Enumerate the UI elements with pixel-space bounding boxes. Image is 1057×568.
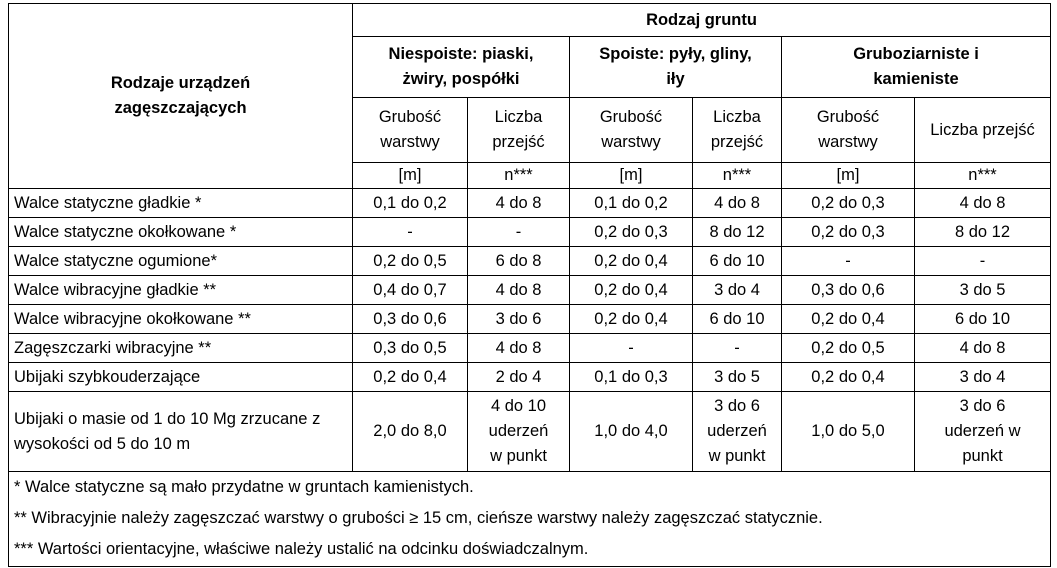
subcolumn-label: Grubość warstwy (781, 97, 915, 163)
table-cell: 4 do 8 (913, 333, 1052, 363)
table-cell: 6 do 10 (692, 304, 782, 334)
table-cell: 0,1 do 0,3 (569, 362, 693, 392)
subcolumn-label: Liczba przejść (467, 97, 570, 163)
subcolumn-label: Grubość warstwy (569, 97, 693, 163)
table-cell: 0,1 do 0,2 (569, 188, 693, 218)
table-row: Walce wibracyjne gładkie ** 0,4 do 0,7 4 d… (8, 275, 1052, 305)
footnote: *** Wartości orientacyjne, właściwe nale… (14, 540, 589, 558)
device-name: Walce wibracyjne okołkowane ** (8, 304, 353, 334)
table-header: Rodzaje urządzeń zagęszczających Rodzaj … (8, 3, 1052, 189)
table-cell: 0,2 do 0,4 (569, 246, 693, 276)
table-cell: 4 do 8 (467, 275, 570, 305)
table-cell: 0,2 do 0,3 (569, 217, 693, 247)
subcolumn-unit: n*** (467, 162, 570, 189)
table-cell: 0,2 do 0,4 (569, 304, 693, 334)
table-cell: 0,2 do 0,4 (781, 362, 915, 392)
group-header: Rodzaj gruntu (351, 3, 1052, 37)
table-cell: 0,2 do 0,4 (569, 275, 693, 305)
table-body: Walce statyczne gładkie * 0,1 do 0,2 4 do … (7, 188, 1052, 567)
table-row: Zagęszczarki wibracyjne ** 0,3 do 0,5 4 do… (8, 333, 1052, 363)
table-cell: 3 do 6 uderzeń w punkt (692, 391, 782, 472)
table-row: Walce wibracyjne okołkowane ** 0,3 do 0,6… (8, 304, 1052, 334)
table-cell: 1,0 do 5,0 (781, 391, 915, 472)
table-cell: 4 do 8 (467, 333, 570, 363)
table-cell: 0,3 do 0,6 (352, 304, 468, 334)
device-name: Walce statyczne gładkie * (8, 188, 353, 218)
table-cell: 4 do 8 (467, 188, 570, 218)
soil-type: Spoiste: pyły, gliny, iły (569, 36, 782, 98)
device-name: Ubijaki o masie od 1 do 10 Mg zrzucane z… (8, 391, 353, 472)
compaction-table: Rodzaje urządzeń zagęszczających Rodzaj … (7, 3, 1052, 567)
table-cell: 4 do 8 (913, 188, 1052, 218)
subcolumn-unit: [m] (781, 162, 915, 189)
table-cell: 3 do 5 (913, 275, 1052, 305)
table-cell: 0,2 do 0,4 (352, 362, 468, 392)
device-name: Walce statyczne ogumione* (8, 246, 353, 276)
subcolumn-label: Grubość warstwy (352, 97, 468, 163)
table-cell: 3 do 4 (913, 362, 1052, 392)
table-cell: 0,2 do 0,4 (781, 304, 915, 334)
table-cell: 3 do 5 (692, 362, 782, 392)
table-row: Walce statyczne ogumione* 0,2 do 0,5 6 do … (8, 246, 1052, 276)
table-cell: 1,0 do 4,0 (569, 391, 693, 472)
table-cell: 0,4 do 0,7 (352, 275, 468, 305)
table-cell: 6 do 8 (467, 246, 570, 276)
table-cell: 3 do 6 uderzeń w punkt (913, 391, 1052, 472)
device-name: Walce wibracyjne gładkie ** (8, 275, 353, 305)
footnote: * Walce statyczne są mało przydatne w gr… (14, 478, 474, 496)
subcolumn-unit: [m] (569, 162, 693, 189)
device-name: Ubijaki szybkouderzające (8, 362, 353, 392)
table-cell: 0,2 do 0,3 (781, 188, 915, 218)
table-row: Ubijaki o masie od 1 do 10 Mg zrzucane z… (8, 391, 1052, 472)
footnotes: * Walce statyczne są mało przydatne w gr… (7, 471, 1052, 567)
table-cell: 6 do 10 (913, 304, 1052, 334)
footnote: ** Wibracyjnie należy zagęszczać warstwy… (14, 509, 823, 527)
table-cell: - (692, 333, 782, 363)
table-cell: - (913, 246, 1052, 276)
table-cell: - (569, 333, 693, 363)
table-cell: 8 do 12 (913, 217, 1052, 247)
table-cell: 3 do 6 (467, 304, 570, 334)
table-cell: 0,2 do 0,3 (781, 217, 915, 247)
table-cell: 6 do 10 (692, 246, 782, 276)
table-cell: 2 do 4 (467, 362, 570, 392)
subcolumn-label: Liczba przejść (913, 97, 1052, 163)
subcolumn-unit: [m] (352, 162, 468, 189)
table-cell: 0,1 do 0,2 (352, 188, 468, 218)
subcolumn-unit: n*** (692, 162, 782, 189)
table-cell: - (352, 217, 468, 247)
table-cell: - (467, 217, 570, 247)
table-row: Walce statyczne gładkie * 0,1 do 0,2 4 do … (8, 188, 1052, 218)
row-label-header: Rodzaje urządzeń zagęszczających (8, 3, 353, 189)
soil-type: Niespoiste: piaski, żwiry, pospółki (352, 36, 570, 98)
table-cell: 0,3 do 0,6 (781, 275, 915, 305)
table-cell: 8 do 12 (692, 217, 782, 247)
table-cell: 2,0 do 8,0 (352, 391, 468, 472)
device-name: Zagęszczarki wibracyjne ** (8, 333, 353, 363)
table-cell: 4 do 8 (692, 188, 782, 218)
soil-type: Gruboziarniste i kamieniste (780, 36, 1052, 98)
table-cell: - (781, 246, 915, 276)
subcolumn-unit: n*** (913, 162, 1052, 189)
table-cell: 0,2 do 0,5 (352, 246, 468, 276)
subcolumn-label: Liczba przejść (692, 97, 782, 163)
table-row: Ubijaki szybkouderzające 0,2 do 0,4 2 do 4… (8, 362, 1052, 392)
table-cell: 3 do 4 (692, 275, 782, 305)
table-row: Walce statyczne okołkowane * - -0,2 do 0,3… (8, 217, 1052, 247)
table-cell: 0,3 do 0,5 (352, 333, 468, 363)
footnotes-row: * Walce statyczne są mało przydatne w gr… (7, 471, 1052, 567)
table-cell: 0,2 do 0,5 (781, 333, 915, 363)
table-cell: 4 do 10 uderzeń w punkt (467, 391, 570, 472)
device-name: Walce statyczne okołkowane * (8, 217, 353, 247)
